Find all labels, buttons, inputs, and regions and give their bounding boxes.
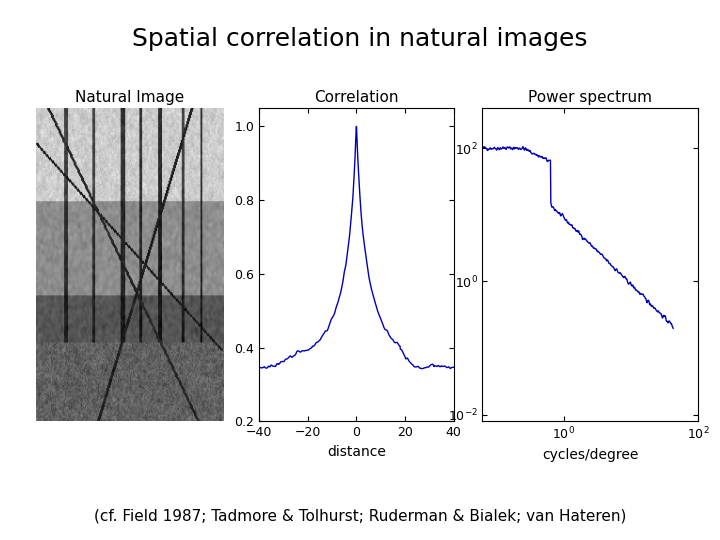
Title: Power spectrum: Power spectrum <box>528 90 652 105</box>
Text: (cf. Field 1987; Tadmore & Tolhurst; Ruderman & Bialek; van Hateren): (cf. Field 1987; Tadmore & Tolhurst; Rud… <box>94 509 626 524</box>
X-axis label: distance: distance <box>327 444 386 458</box>
Text: Spatial correlation in natural images: Spatial correlation in natural images <box>132 27 588 51</box>
X-axis label: cycles/degree: cycles/degree <box>542 448 639 462</box>
Title: Natural Image: Natural Image <box>75 90 184 105</box>
Title: Correlation: Correlation <box>314 90 399 105</box>
